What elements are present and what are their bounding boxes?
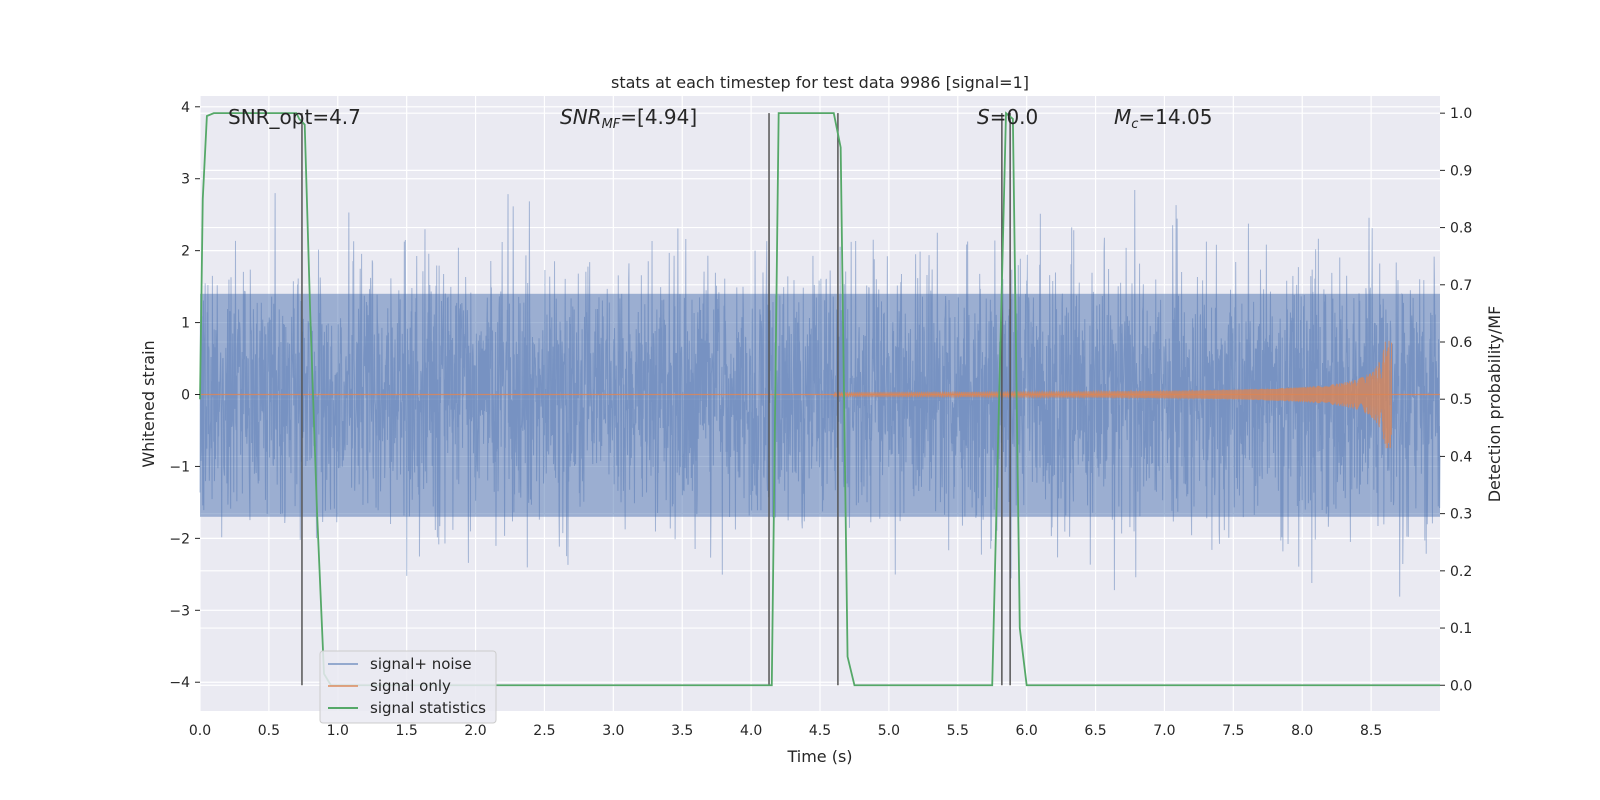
y-tick-label: −2 xyxy=(169,531,190,547)
x-tick-label: 6.0 xyxy=(1016,723,1038,739)
y2-tick-label: 0.8 xyxy=(1450,221,1472,237)
y-tick-label: 4 xyxy=(181,100,190,116)
y-axis-label: Whitened strain xyxy=(139,340,158,467)
statistics-line xyxy=(199,111,1440,687)
s-symbol: S xyxy=(977,105,990,129)
chirp-trace xyxy=(833,340,1393,449)
annotation-s: S=0.0 xyxy=(977,105,1038,129)
x-ticks: 0.0 0.5 1.0 1.5 2.0 2.5 3.0 3.5 4.0 4.5 5.0 5.5 6.0 6… xyxy=(189,723,1382,739)
chart-title: stats at each timestep for test data 998… xyxy=(611,73,1029,92)
x-tick-label: 5.5 xyxy=(947,723,969,739)
y-tick-label: 0 xyxy=(181,388,190,404)
legend-box xyxy=(319,650,497,724)
x-tick-label: 2.5 xyxy=(533,723,555,739)
x-tick-label: 4.0 xyxy=(740,723,762,739)
y2-tick-label: 0.9 xyxy=(1450,163,1472,179)
annotation-snr-opt: SNR_opt=4.7 xyxy=(228,105,361,129)
x-tick-label: 0.5 xyxy=(258,723,280,739)
mc-symbol: M xyxy=(1114,105,1131,129)
y2-tick-label: 0.6 xyxy=(1450,335,1472,351)
legend-label-signal: signal only xyxy=(370,677,451,695)
x-tick-label: 8.5 xyxy=(1360,723,1382,739)
y2-tick-label: 0.2 xyxy=(1450,564,1472,580)
legend-label-noise: signal+ noise xyxy=(370,655,472,673)
s-value: =0.0 xyxy=(990,105,1039,129)
snr-mf-subscript: MF xyxy=(602,117,621,132)
y-tick-label: 3 xyxy=(181,172,190,188)
legend-label-stats: signal statistics xyxy=(370,699,486,717)
y-tick-label: −3 xyxy=(169,603,190,619)
legend: signal+ noise signal only signal statist… xyxy=(319,650,497,724)
y2-tick-label: 0.5 xyxy=(1450,392,1472,408)
x-tick-label: 5.0 xyxy=(878,723,900,739)
series-signal-statistics xyxy=(199,111,1440,687)
y2-ticks: 1.0 0.9 0.8 0.7 0.6 0.5 0.4 0.3 0.2 0.1 0.0 xyxy=(1440,106,1472,694)
x-tick-label: 0.0 xyxy=(189,723,211,739)
vertical-markers xyxy=(301,113,1011,686)
x-tick-label: 1.0 xyxy=(327,723,349,739)
y2-tick-label: 0.3 xyxy=(1450,507,1472,523)
x-tick-label: 7.5 xyxy=(1222,723,1244,739)
y2-tick-label: 0.0 xyxy=(1450,678,1472,694)
snr-mf-value: =[4.94] xyxy=(620,105,697,129)
y-tick-label: −4 xyxy=(169,675,190,691)
x-tick-label: 3.0 xyxy=(602,723,624,739)
x-axis-label: Time (s) xyxy=(786,747,852,766)
noise-core-band xyxy=(200,293,1440,517)
x-tick-label: 1.5 xyxy=(396,723,418,739)
x-tick-label: 3.5 xyxy=(671,723,693,739)
mc-value: =14.05 xyxy=(1138,105,1212,129)
y-tick-label: 2 xyxy=(181,244,190,260)
y2-tick-label: 0.4 xyxy=(1450,449,1472,465)
y2-tick-label: 1.0 xyxy=(1450,106,1472,122)
y-tick-label: −1 xyxy=(169,459,190,475)
series-signal-only xyxy=(200,340,1440,449)
x-tick-label: 8.0 xyxy=(1291,723,1313,739)
y-ticks: 4 3 2 1 0 −1 −2 −3 −4 xyxy=(169,100,200,691)
series-signal-noise xyxy=(199,190,1441,597)
noise-trace xyxy=(199,190,1441,597)
annotation-mc: Mc=14.05 xyxy=(1114,105,1212,132)
y2-tick-label: 0.7 xyxy=(1450,278,1472,294)
annotation-snr-mf: SNRMF=[4.94] xyxy=(560,105,697,132)
mc-subscript: c xyxy=(1131,117,1138,132)
snr-mf-symbol: SNR xyxy=(560,105,602,129)
x-tick-label: 6.5 xyxy=(1084,723,1106,739)
x-tick-label: 2.0 xyxy=(464,723,486,739)
x-tick-label: 4.5 xyxy=(809,723,831,739)
y-tick-label: 1 xyxy=(181,316,190,332)
x-tick-label: 7.0 xyxy=(1153,723,1175,739)
y2-tick-label: 0.1 xyxy=(1450,621,1472,637)
y2-axis-label: Detection probability/MF xyxy=(1485,306,1504,503)
